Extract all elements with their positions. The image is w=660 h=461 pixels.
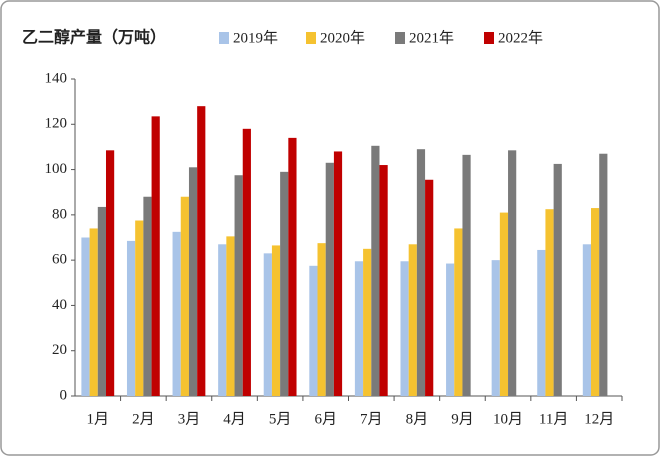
x-tick-label: 3月 xyxy=(178,411,201,427)
legend-label: 2021年 xyxy=(409,29,454,46)
y-tick-label: 100 xyxy=(45,161,68,177)
bar xyxy=(325,162,334,396)
bar xyxy=(491,260,500,396)
bar xyxy=(180,196,189,396)
bar xyxy=(591,208,600,396)
bar xyxy=(280,171,289,396)
bar xyxy=(537,249,546,396)
bar xyxy=(309,265,318,396)
bar xyxy=(188,167,198,396)
legend-swatch xyxy=(484,32,494,44)
x-tick-label: 9月 xyxy=(451,411,474,427)
x-tick-label: 11月 xyxy=(539,411,568,427)
bar xyxy=(288,137,297,396)
bar xyxy=(499,212,509,396)
bar xyxy=(226,236,235,396)
bar xyxy=(354,261,364,396)
bar xyxy=(81,237,90,396)
x-tick-label: 1月 xyxy=(87,411,110,427)
legend-label: 2020年 xyxy=(320,29,365,46)
bar xyxy=(416,149,426,396)
x-tick-label: 5月 xyxy=(269,411,292,427)
bar xyxy=(126,240,136,396)
bar xyxy=(172,231,181,396)
legend-label: 2019年 xyxy=(233,29,278,46)
y-tick-label: 20 xyxy=(52,342,67,358)
x-tick-label: 12月 xyxy=(584,411,614,427)
bar xyxy=(218,244,227,396)
bar xyxy=(582,244,592,396)
bar xyxy=(454,228,463,396)
bar xyxy=(135,220,144,396)
bar xyxy=(242,128,251,397)
y-tick-label: 60 xyxy=(52,252,67,268)
y-tick-label: 80 xyxy=(52,206,67,222)
bar xyxy=(271,245,281,396)
y-tick-label: 0 xyxy=(60,387,68,403)
chart-title: 乙二醇产量（万吨） xyxy=(22,28,166,47)
bar xyxy=(462,154,471,396)
bar xyxy=(105,150,115,396)
bar xyxy=(234,175,243,396)
bar xyxy=(143,196,152,396)
bar xyxy=(151,116,160,396)
x-tick-label: 8月 xyxy=(406,411,429,427)
bar xyxy=(446,263,455,396)
bar xyxy=(197,106,206,397)
bar xyxy=(599,153,608,396)
bar xyxy=(400,261,409,396)
bar xyxy=(333,151,343,396)
x-tick-label: 10月 xyxy=(493,411,523,427)
x-tick-label: 2月 xyxy=(132,411,155,427)
bar xyxy=(379,165,388,396)
legend-swatch xyxy=(395,32,405,44)
bar xyxy=(263,253,272,396)
bar xyxy=(545,209,554,396)
legend-swatch xyxy=(219,32,229,44)
bar xyxy=(553,163,562,396)
legend-label: 2022年 xyxy=(498,29,543,46)
y-tick-label: 120 xyxy=(45,116,68,132)
bar xyxy=(371,145,380,396)
bar xyxy=(317,243,326,396)
x-tick-label: 6月 xyxy=(314,411,337,427)
legend-swatch xyxy=(306,32,316,44)
x-tick-label: 7月 xyxy=(360,411,383,427)
bar xyxy=(97,206,106,396)
bar xyxy=(89,228,98,396)
bar xyxy=(508,150,517,396)
bar xyxy=(425,179,434,396)
bar xyxy=(363,248,372,396)
y-tick-label: 140 xyxy=(45,70,68,86)
y-tick-label: 40 xyxy=(52,297,67,313)
bar xyxy=(408,244,417,396)
x-tick-label: 4月 xyxy=(223,411,246,427)
